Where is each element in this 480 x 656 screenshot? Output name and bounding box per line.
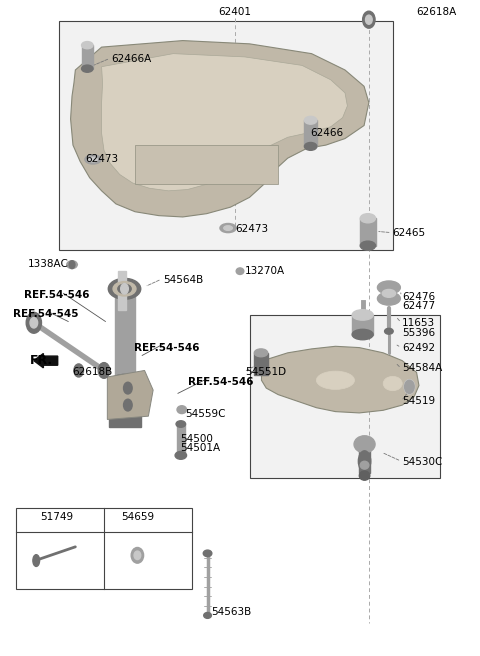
Text: 62466: 62466 bbox=[311, 129, 344, 138]
Ellipse shape bbox=[360, 214, 375, 223]
Bar bbox=[115, 289, 135, 416]
Text: 54519: 54519 bbox=[402, 396, 435, 406]
Text: 1338AC: 1338AC bbox=[28, 259, 69, 269]
Ellipse shape bbox=[177, 405, 187, 413]
Text: 62473: 62473 bbox=[235, 224, 268, 234]
Ellipse shape bbox=[304, 116, 317, 124]
Ellipse shape bbox=[236, 268, 244, 274]
Bar bbox=[82, 45, 93, 69]
Text: 54659: 54659 bbox=[121, 512, 154, 522]
Text: 11653: 11653 bbox=[402, 318, 435, 328]
Ellipse shape bbox=[224, 226, 232, 230]
Bar bbox=[59, 21, 393, 250]
Ellipse shape bbox=[359, 451, 371, 472]
Ellipse shape bbox=[384, 328, 393, 334]
Circle shape bbox=[69, 260, 75, 268]
Text: 54564B: 54564B bbox=[163, 275, 203, 285]
Text: REF.54-546: REF.54-546 bbox=[24, 291, 90, 300]
FancyArrow shape bbox=[34, 354, 58, 368]
Text: 62618B: 62618B bbox=[72, 367, 112, 377]
Text: 62492: 62492 bbox=[402, 342, 435, 352]
Text: 62465: 62465 bbox=[393, 228, 426, 238]
Ellipse shape bbox=[85, 155, 101, 164]
Ellipse shape bbox=[204, 613, 211, 619]
Text: REF.54-546: REF.54-546 bbox=[188, 377, 253, 386]
Ellipse shape bbox=[82, 41, 93, 49]
Text: REF.54-545: REF.54-545 bbox=[13, 308, 79, 319]
Text: 54501A: 54501A bbox=[180, 443, 220, 453]
Ellipse shape bbox=[131, 548, 144, 563]
Text: 13270A: 13270A bbox=[245, 266, 285, 276]
Text: FR.: FR. bbox=[30, 354, 53, 367]
Ellipse shape bbox=[89, 157, 97, 162]
Polygon shape bbox=[71, 41, 369, 217]
Text: 54559C: 54559C bbox=[185, 409, 226, 419]
Ellipse shape bbox=[108, 278, 141, 299]
Ellipse shape bbox=[134, 551, 141, 560]
Ellipse shape bbox=[383, 377, 402, 391]
Circle shape bbox=[365, 15, 372, 24]
Bar bbox=[109, 413, 141, 427]
Text: 55396: 55396 bbox=[402, 327, 435, 338]
Text: 54500: 54500 bbox=[180, 434, 213, 444]
Bar bbox=[352, 315, 373, 335]
Ellipse shape bbox=[82, 65, 93, 72]
Bar bbox=[254, 353, 268, 375]
Ellipse shape bbox=[354, 436, 375, 453]
Ellipse shape bbox=[377, 292, 400, 305]
Bar bbox=[16, 508, 192, 589]
Text: 54584A: 54584A bbox=[402, 363, 443, 373]
Text: 62466A: 62466A bbox=[111, 54, 151, 64]
Ellipse shape bbox=[377, 281, 400, 294]
Ellipse shape bbox=[203, 550, 212, 557]
Bar bbox=[360, 447, 370, 473]
Ellipse shape bbox=[220, 224, 236, 233]
Ellipse shape bbox=[33, 555, 39, 566]
Text: REF.54-546: REF.54-546 bbox=[134, 342, 200, 352]
Circle shape bbox=[123, 400, 132, 411]
Ellipse shape bbox=[176, 420, 186, 427]
Bar bbox=[360, 218, 375, 246]
Ellipse shape bbox=[404, 380, 415, 394]
Bar bbox=[304, 120, 317, 146]
Circle shape bbox=[120, 283, 128, 294]
Ellipse shape bbox=[118, 284, 131, 293]
Circle shape bbox=[30, 318, 37, 328]
Ellipse shape bbox=[360, 461, 369, 469]
Ellipse shape bbox=[352, 329, 373, 340]
Ellipse shape bbox=[304, 142, 317, 150]
Circle shape bbox=[26, 312, 41, 333]
Bar bbox=[118, 270, 126, 310]
Circle shape bbox=[363, 11, 375, 28]
Ellipse shape bbox=[254, 349, 268, 357]
Ellipse shape bbox=[360, 241, 375, 251]
Ellipse shape bbox=[67, 260, 77, 268]
Text: 62473: 62473 bbox=[85, 154, 118, 165]
Polygon shape bbox=[262, 346, 419, 413]
Text: 62476: 62476 bbox=[402, 292, 435, 302]
Circle shape bbox=[405, 380, 414, 394]
Text: 62477: 62477 bbox=[402, 302, 435, 312]
Ellipse shape bbox=[382, 289, 396, 297]
Text: 54551D: 54551D bbox=[245, 367, 286, 377]
Bar bbox=[250, 315, 441, 478]
Text: 62618A: 62618A bbox=[417, 7, 457, 18]
Ellipse shape bbox=[112, 375, 138, 386]
Ellipse shape bbox=[113, 281, 136, 296]
Circle shape bbox=[123, 382, 132, 394]
Ellipse shape bbox=[316, 371, 355, 390]
Ellipse shape bbox=[175, 451, 187, 459]
Text: 54563B: 54563B bbox=[211, 607, 252, 617]
Circle shape bbox=[98, 363, 110, 379]
Polygon shape bbox=[102, 54, 348, 191]
Polygon shape bbox=[108, 371, 153, 419]
Text: 54530C: 54530C bbox=[402, 457, 443, 467]
Ellipse shape bbox=[360, 471, 370, 480]
Ellipse shape bbox=[352, 310, 373, 320]
Text: 62401: 62401 bbox=[219, 7, 252, 18]
Bar bbox=[135, 145, 278, 184]
Circle shape bbox=[74, 364, 84, 377]
Text: 51749: 51749 bbox=[40, 512, 73, 522]
Bar bbox=[177, 424, 185, 455]
